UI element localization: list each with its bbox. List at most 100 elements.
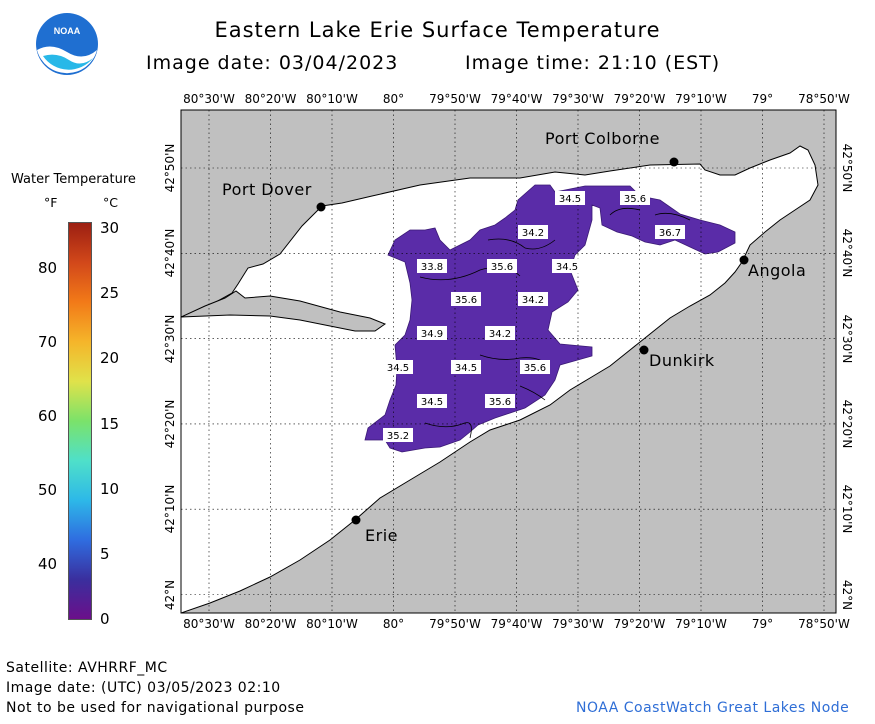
latitude-label-left: 42°20'N (163, 399, 177, 449)
svg-text:35.6: 35.6 (524, 363, 546, 374)
temperature-label: 35.2 (383, 428, 413, 442)
page-title: Eastern Lake Erie Surface Temperature (214, 18, 661, 42)
temperature-label: 34.5 (383, 360, 413, 374)
svg-text:34.5: 34.5 (559, 194, 581, 205)
legend-unit-f: °F (44, 195, 58, 210)
svg-text:33.8: 33.8 (421, 262, 443, 273)
longitude-label-top: 80°10'W (306, 92, 358, 106)
longitude-label-top: 80° (382, 92, 405, 106)
svg-text:35.6: 35.6 (489, 397, 511, 408)
latitude-label-left: 42°30'N (163, 314, 177, 364)
longitude-label-top: 79° (751, 92, 774, 106)
legend-c-tick: 5 (100, 545, 110, 563)
temperature-label: 35.6 (487, 259, 517, 273)
port-dover-marker (316, 202, 326, 212)
longitude-label-top: 79°20'W (613, 92, 666, 106)
long-point (181, 290, 387, 332)
temperature-label: 34.5 (552, 259, 582, 273)
temperature-label: 36.7 (655, 225, 685, 239)
svg-text:34.5: 34.5 (387, 363, 409, 374)
noaa-logo: NOAA (36, 13, 98, 75)
svg-text:35.6: 35.6 (455, 295, 477, 306)
footer-credit: NOAA CoastWatch Great Lakes Node (576, 700, 850, 716)
svg-text:34.2: 34.2 (489, 329, 511, 340)
footer-satellite: Satellite: AVHRRF_MC (6, 660, 168, 676)
legend-c-tick: 30 (100, 219, 120, 237)
temperature-label: 34.2 (518, 292, 548, 306)
longitude-label-bottom: 80°10'W (306, 617, 358, 631)
longitude-label-top: 79°10'W (675, 92, 727, 106)
temperature-label: 35.6 (520, 360, 550, 374)
temperature-label: 34.2 (485, 326, 515, 340)
latitude-label-right: 42°40'N (840, 228, 854, 278)
footer-disclaimer: Not to be used for navigational purpose (6, 700, 305, 716)
legend-title: Water Temperature (11, 172, 136, 187)
label-port-colborne: Port Colborne (545, 129, 660, 148)
contour-line (654, 212, 691, 221)
svg-text:34.2: 34.2 (522, 295, 544, 306)
label-angola: Angola (748, 261, 807, 280)
latitude-label-right: 42°50'N (840, 143, 854, 193)
legend-f-tick: 80 (38, 259, 58, 277)
legend-f-tick: 70 (38, 333, 58, 351)
temperature-label: 34.2 (518, 225, 548, 239)
latitude-label-left: 42°10'N (163, 484, 177, 534)
map-frame (180, 109, 837, 614)
footer-utc-date: Image date: (UTC) 03/05/2023 02:10 (6, 680, 281, 696)
temperature-label: 34.5 (451, 360, 481, 374)
svg-text:35.6: 35.6 (491, 262, 513, 273)
legend-c-tick: 20 (100, 349, 120, 368)
svg-text:34.5: 34.5 (556, 262, 578, 273)
temperature-label: 35.6 (485, 394, 515, 408)
label-port-dover: Port Dover (222, 180, 312, 199)
contour-line (609, 207, 641, 216)
image-time: Image time: 21:10 (EST) (465, 52, 721, 74)
image-date: Image date: 03/04/2023 (146, 52, 399, 74)
svg-text:34.5: 34.5 (421, 397, 443, 408)
label-dunkirk: Dunkirk (649, 351, 715, 370)
contour-line (424, 422, 472, 439)
longitude-label-bottom: 79°30'W (552, 617, 604, 631)
contour-line (519, 385, 546, 401)
temperature-label: 34.5 (417, 394, 447, 408)
erie-marker (351, 515, 361, 525)
latitude-label-right: 42°30'N (840, 314, 854, 363)
latitude-label-left: 42°N (163, 579, 177, 610)
longitude-label-top: 79°30'W (552, 92, 604, 106)
noaa-logo-text: NOAA (54, 26, 81, 36)
longitude-label-top: 78°50'W (798, 92, 850, 106)
svg-text:34.9: 34.9 (421, 329, 443, 340)
legend-f-tick: 50 (38, 481, 58, 499)
temperature-label: 34.9 (417, 326, 447, 340)
latitude-label-right: 42°10'N (840, 484, 854, 534)
longitude-label-bottom: 80°20'W (244, 617, 297, 631)
svg-text:35.2: 35.2 (387, 431, 409, 442)
legend-f-tick: 60 (38, 407, 58, 425)
longitude-label-bottom: 78°50'W (798, 617, 850, 631)
longitude-label-top: 80°30'W (183, 92, 235, 106)
temperature-label: 33.8 (417, 259, 447, 273)
dunkirk-marker (639, 345, 649, 355)
longitude-label-bottom: 79°40'W (490, 617, 543, 631)
longitude-label-bottom: 80°30'W (183, 617, 235, 631)
longitude-label-top: 80°20'W (244, 92, 297, 106)
port-colborne-marker (669, 157, 679, 167)
longitude-label-bottom: 79°20'W (613, 617, 666, 631)
latitude-label-left: 42°40'N (163, 228, 177, 278)
latitude-label-left: 42°50'N (163, 143, 177, 193)
longitude-label-bottom: 79°50'W (429, 617, 481, 631)
temperature-label: 35.6 (451, 292, 481, 306)
angola-marker (739, 255, 749, 265)
latitude-label-right: 42°20'N (840, 399, 854, 449)
longitude-label-bottom: 79° (751, 617, 774, 631)
svg-text:34.5: 34.5 (455, 363, 477, 374)
legend-unit-c: °C (103, 195, 118, 210)
temperature-label: 35.6 (620, 191, 650, 205)
legend-c-tick: 0 (100, 610, 110, 629)
latitude-label-right: 42°N (840, 579, 854, 610)
legend-c-tick: 15 (100, 414, 120, 433)
sst-region (364, 184, 736, 453)
longitude-label-bottom: 79°10'W (675, 617, 727, 631)
legend-f-tick: 40 (38, 555, 58, 573)
